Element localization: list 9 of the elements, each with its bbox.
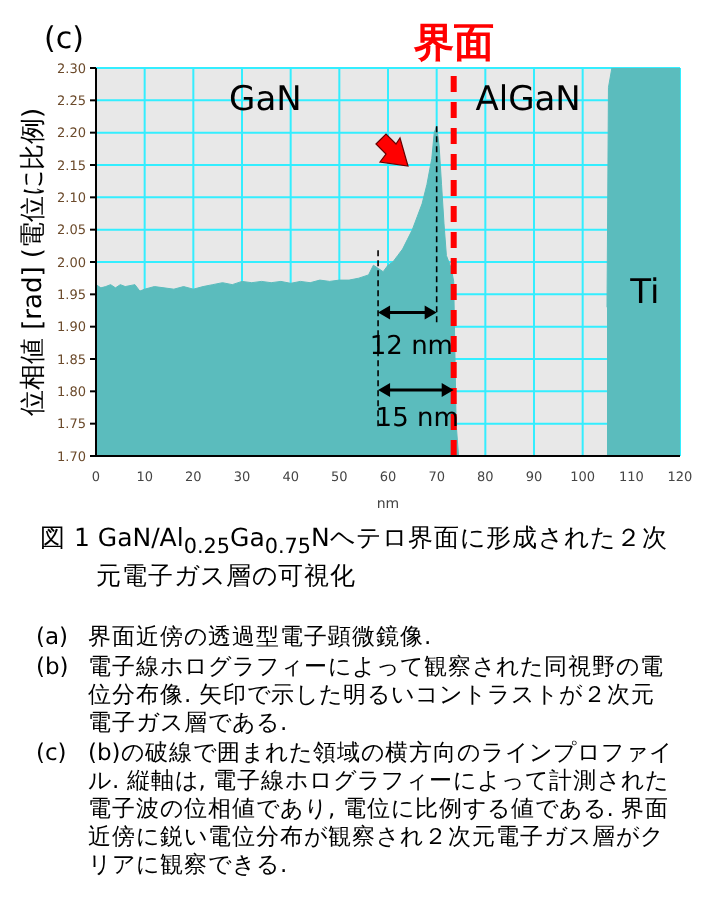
text: (b) 電子線ホログラフィーによって観察された同視野の電位分布像. 矢印で示した明るいコントラストが２次元電子ガス層である. bbox=[36, 651, 664, 735]
annotation: Ti bbox=[628, 273, 660, 314]
caption: 図 1 GaN/Al$_{0.25}$Ga$_{0.75}$Nヘテロ界面に形成された２次元電子ガス層の可視化 bbox=[38, 522, 670, 589]
chart-title: (c) bbox=[44, 20, 84, 56]
y-axis-title: 位相値 [rad] (電位に比例) bbox=[19, 107, 49, 417]
text: (a) 界面近傍の透過型電子顕微鏡像. bbox=[36, 621, 432, 649]
text: (c) (b)の破線で囲まれた領域の横方向のラインプロファイル. 縦軸は, 電子線ホログラフィーによって計測された電子波の位相値であり, 電位に比例する値である. 界面近傍に鋭い電位分布が観察され２次元電子ガス層がクリアに観察できる. bbox=[36, 737, 673, 877]
annotation: 12 nm bbox=[369, 332, 453, 363]
ref-line-label: 界面 bbox=[411, 18, 494, 66]
